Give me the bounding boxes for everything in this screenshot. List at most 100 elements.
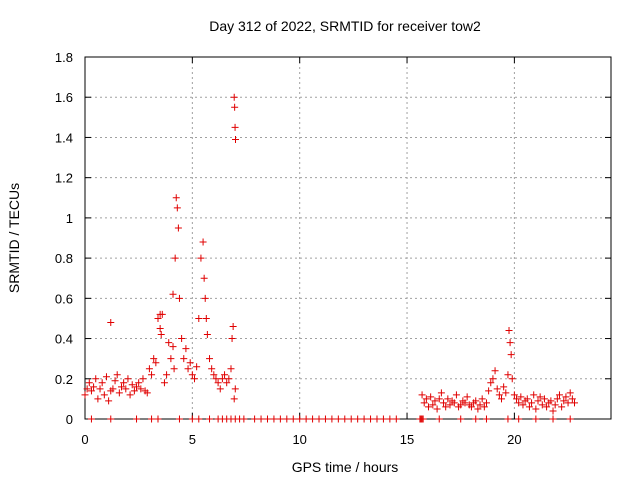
data-point bbox=[199, 238, 207, 246]
data-point bbox=[341, 415, 349, 423]
data-point bbox=[184, 365, 192, 373]
data-point bbox=[175, 294, 183, 302]
data-point bbox=[229, 322, 237, 330]
data-point bbox=[566, 389, 574, 397]
data-point bbox=[482, 399, 490, 407]
data-point bbox=[321, 415, 329, 423]
data-point bbox=[96, 385, 104, 393]
data-point bbox=[467, 403, 475, 411]
chart-title: Day 312 of 2022, SRMTID for receiver tow… bbox=[209, 18, 481, 34]
y-tick-label: 0.4 bbox=[55, 332, 73, 347]
y-tick-label: 0.6 bbox=[55, 291, 73, 306]
data-point bbox=[188, 371, 196, 379]
data-point bbox=[517, 393, 525, 401]
data-point bbox=[214, 379, 222, 387]
data-point bbox=[169, 290, 177, 298]
data-point bbox=[228, 335, 236, 343]
data-point bbox=[117, 383, 125, 391]
data-points bbox=[81, 93, 579, 423]
data-point bbox=[83, 385, 91, 393]
data-point bbox=[206, 355, 214, 363]
data-point bbox=[463, 393, 471, 401]
y-tick-label: 1.6 bbox=[55, 90, 73, 105]
data-point bbox=[289, 415, 297, 423]
y-tick-label: 1.2 bbox=[55, 171, 73, 186]
data-point bbox=[98, 379, 106, 387]
data-point bbox=[504, 371, 512, 379]
data-point bbox=[135, 379, 143, 387]
data-point bbox=[489, 375, 497, 383]
data-point bbox=[156, 325, 164, 332]
data-point bbox=[476, 401, 484, 409]
data-point bbox=[528, 399, 536, 407]
data-point bbox=[442, 403, 450, 411]
data-point bbox=[210, 371, 218, 379]
data-point bbox=[202, 314, 210, 322]
data-point bbox=[81, 391, 89, 399]
y-tick-label: 1.4 bbox=[55, 130, 73, 145]
data-point bbox=[461, 399, 469, 407]
data-point bbox=[562, 393, 570, 401]
data-point bbox=[148, 415, 156, 423]
data-point bbox=[444, 395, 452, 403]
data-point bbox=[113, 371, 121, 379]
data-point bbox=[431, 397, 439, 405]
data-point bbox=[145, 365, 153, 373]
data-point bbox=[107, 415, 115, 423]
data-point bbox=[558, 403, 566, 411]
x-axis-label: GPS time / hours bbox=[292, 459, 399, 475]
data-point bbox=[334, 415, 342, 423]
data-point bbox=[446, 401, 454, 409]
data-point bbox=[474, 405, 482, 413]
data-point bbox=[302, 415, 310, 423]
data-point bbox=[519, 401, 527, 409]
data-point bbox=[172, 194, 180, 202]
data-point bbox=[386, 415, 394, 423]
data-point bbox=[418, 391, 426, 399]
data-point bbox=[422, 395, 430, 403]
data-point bbox=[212, 375, 220, 383]
data-point bbox=[328, 415, 336, 423]
data-point bbox=[373, 415, 381, 423]
data-point bbox=[157, 331, 165, 339]
data-point bbox=[450, 399, 458, 407]
data-point bbox=[87, 415, 95, 423]
data-point bbox=[435, 415, 443, 423]
data-point bbox=[420, 399, 428, 407]
data-point bbox=[206, 415, 214, 423]
data-point bbox=[216, 385, 224, 393]
grid bbox=[85, 57, 611, 419]
data-point bbox=[133, 383, 141, 391]
data-point bbox=[227, 365, 235, 373]
data-point bbox=[540, 395, 548, 403]
data-point bbox=[296, 415, 304, 423]
data-point bbox=[485, 387, 493, 395]
data-point bbox=[532, 415, 540, 423]
data-point bbox=[549, 415, 557, 423]
data-point bbox=[506, 339, 514, 347]
data-point bbox=[547, 397, 555, 405]
data-point bbox=[276, 415, 284, 423]
data-point bbox=[156, 310, 164, 318]
axis-ticks: 0 0.2 0.4 0.6 0.8 1 1.2 1.4 1.6 1.8 0 5 10 15 20 bbox=[55, 50, 611, 447]
data-point bbox=[178, 335, 186, 343]
data-point bbox=[392, 415, 400, 423]
data-point bbox=[201, 294, 209, 302]
data-point bbox=[427, 393, 435, 401]
data-point bbox=[482, 415, 490, 423]
data-point bbox=[186, 359, 194, 367]
data-point bbox=[555, 391, 563, 399]
data-point bbox=[367, 415, 375, 423]
data-point bbox=[480, 403, 488, 411]
data-point bbox=[107, 318, 115, 326]
data-point bbox=[360, 415, 368, 423]
data-point bbox=[167, 355, 175, 363]
data-point bbox=[440, 399, 448, 407]
data-point bbox=[530, 391, 538, 399]
data-point bbox=[87, 387, 95, 395]
data-point bbox=[425, 403, 433, 411]
data-point bbox=[152, 359, 160, 367]
data-point bbox=[208, 365, 216, 373]
data-point bbox=[102, 373, 110, 381]
